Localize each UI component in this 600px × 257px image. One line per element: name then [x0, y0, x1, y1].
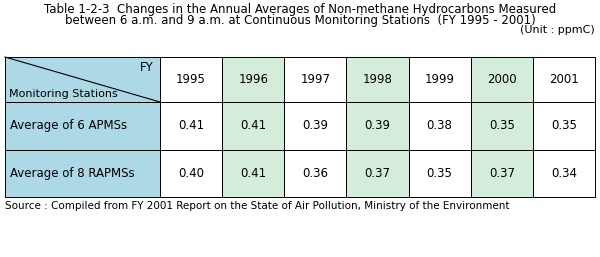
Text: 0.35: 0.35: [489, 119, 515, 132]
Text: 1995: 1995: [176, 73, 206, 86]
Text: 0.35: 0.35: [551, 119, 577, 132]
Bar: [5, 57, 160, 102]
Text: Average of 8 RAPMSs: Average of 8 RAPMSs: [10, 167, 134, 180]
Text: (Unit : ppmC): (Unit : ppmC): [520, 25, 595, 35]
Text: 1999: 1999: [425, 73, 455, 86]
Text: 0.37: 0.37: [365, 167, 391, 180]
Text: 0.38: 0.38: [427, 119, 452, 132]
Bar: [409, 57, 471, 102]
Bar: [284, 102, 346, 150]
Bar: [222, 102, 284, 150]
Bar: [284, 57, 346, 102]
Bar: [471, 150, 533, 197]
Bar: [5, 102, 160, 150]
Bar: [222, 150, 284, 197]
Text: Average of 6 APMSs: Average of 6 APMSs: [10, 119, 127, 132]
Bar: [409, 150, 471, 197]
Text: 0.34: 0.34: [551, 167, 577, 180]
Text: Monitoring Stations: Monitoring Stations: [9, 89, 118, 99]
Bar: [284, 150, 346, 197]
Bar: [222, 57, 284, 102]
Text: 0.39: 0.39: [365, 119, 391, 132]
Bar: [471, 57, 533, 102]
Text: 1998: 1998: [362, 73, 392, 86]
Bar: [160, 150, 222, 197]
Bar: [533, 57, 595, 102]
Text: Table 1-2-3  Changes in the Annual Averages of Non-methane Hydrocarbons Measured: Table 1-2-3 Changes in the Annual Averag…: [44, 3, 556, 16]
Bar: [5, 150, 160, 197]
Text: between 6 a.m. and 9 a.m. at Continuous Monitoring Stations  (FY 1995 - 2001): between 6 a.m. and 9 a.m. at Continuous …: [65, 14, 535, 27]
Text: 2000: 2000: [487, 73, 517, 86]
Text: 0.40: 0.40: [178, 167, 204, 180]
Bar: [160, 57, 222, 102]
Bar: [533, 150, 595, 197]
Bar: [346, 57, 409, 102]
Text: 1996: 1996: [238, 73, 268, 86]
Text: 0.41: 0.41: [240, 119, 266, 132]
Text: 2001: 2001: [549, 73, 579, 86]
Bar: [409, 102, 471, 150]
Bar: [346, 102, 409, 150]
Text: 0.37: 0.37: [489, 167, 515, 180]
Text: 0.41: 0.41: [240, 167, 266, 180]
Text: 0.41: 0.41: [178, 119, 204, 132]
Text: 0.39: 0.39: [302, 119, 328, 132]
Bar: [471, 102, 533, 150]
Bar: [160, 102, 222, 150]
Text: 1997: 1997: [301, 73, 331, 86]
Text: FY: FY: [140, 61, 154, 74]
Text: 0.35: 0.35: [427, 167, 452, 180]
Bar: [533, 102, 595, 150]
Bar: [346, 150, 409, 197]
Text: 0.36: 0.36: [302, 167, 328, 180]
Text: Source : Compiled from FY 2001 Report on the State of Air Pollution, Ministry of: Source : Compiled from FY 2001 Report on…: [5, 201, 509, 211]
